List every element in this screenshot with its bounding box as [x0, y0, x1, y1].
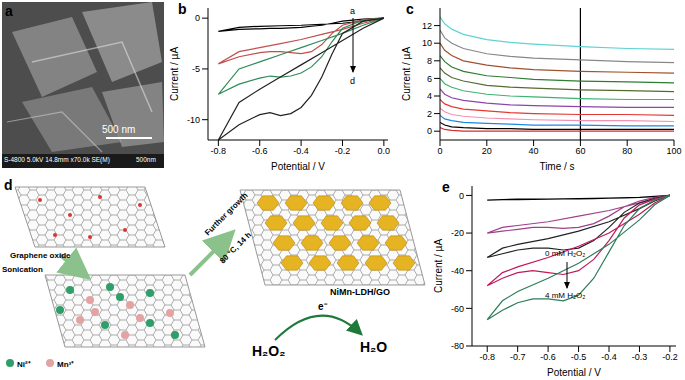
- svg-text:-20: -20: [451, 228, 464, 238]
- svg-text:Potential / V: Potential / V: [271, 161, 325, 172]
- svg-text:-60: -60: [451, 304, 464, 314]
- svg-text:Current / µA: Current / µA: [433, 239, 444, 293]
- svg-text:0: 0: [459, 191, 464, 201]
- html-text:e: e: [442, 179, 450, 195]
- svg-text:2: 2: [427, 109, 432, 119]
- svg-text:-0.4: -0.4: [601, 352, 617, 362]
- html-text:a: a: [350, 6, 355, 16]
- svg-text:-5: -5: [192, 64, 200, 74]
- svg-text:Current / µA: Current / µA: [401, 47, 412, 101]
- html-text:e⁻: e⁻: [318, 301, 327, 312]
- html-text:500 nm: 500 nm: [102, 124, 136, 135]
- html-text:S-4800 5.0kV 14.8mm x70.0k SE(: S-4800 5.0kV 14.8mm x70.0k SE(M): [4, 156, 110, 163]
- svg-text:0.0: 0.0: [378, 146, 391, 156]
- html-text:Sonication: Sonication: [2, 265, 43, 274]
- svg-text:6: 6: [427, 74, 432, 84]
- html-text:0 mM H₂O₂: 0 mM H₂O₂: [545, 249, 586, 258]
- svg-text:-0.3: -0.3: [632, 352, 648, 362]
- svg-text:0: 0: [437, 146, 442, 156]
- html-text:H₂O₂: H₂O₂: [252, 343, 286, 359]
- svg-text:-0.2: -0.2: [662, 352, 678, 362]
- html-text:NiMn-LDH/GO: NiMn-LDH/GO: [330, 287, 390, 297]
- svg-text:-0.8: -0.8: [479, 352, 495, 362]
- svg-text:40: 40: [529, 146, 539, 156]
- svg-text:-0.5: -0.5: [571, 352, 587, 362]
- svg-text:-0.6: -0.6: [252, 146, 268, 156]
- svg-text:8: 8: [427, 56, 432, 66]
- svg-text:Current / µA: Current / µA: [169, 47, 180, 101]
- html-text:c: c: [406, 1, 414, 17]
- svg-text:Time / s: Time / s: [539, 161, 574, 172]
- html-text:80 °C, 14 h: 80 °C, 14 h: [218, 230, 253, 266]
- svg-text:10: 10: [422, 38, 432, 48]
- svg-text:12: 12: [422, 21, 432, 31]
- svg-text:-80: -80: [451, 341, 464, 351]
- html-text:Further growth: Further growth: [203, 190, 250, 238]
- html-text:4 mM H₂O₂: 4 mM H₂O₂: [545, 291, 586, 300]
- html-text:d: d: [4, 177, 13, 193]
- svg-text:80: 80: [622, 146, 632, 156]
- svg-text:Potential / V: Potential / V: [547, 367, 601, 378]
- svg-text:-40: -40: [451, 266, 464, 276]
- html-text:Ni²⁺: Ni²⁺: [17, 360, 31, 369]
- svg-text:-0.6: -0.6: [540, 352, 556, 362]
- html-text:Mn³⁺: Mn³⁺: [57, 360, 75, 369]
- svg-text:4: 4: [427, 91, 432, 101]
- svg-text:100: 100: [666, 146, 681, 156]
- svg-text:-0.2: -0.2: [335, 146, 351, 156]
- svg-text:0: 0: [427, 126, 432, 136]
- svg-text:-0.4: -0.4: [293, 146, 309, 156]
- svg-text:20: 20: [482, 146, 492, 156]
- svg-text:0: 0: [195, 13, 200, 23]
- html-text:b: b: [178, 1, 187, 17]
- html-text:d: d: [350, 76, 355, 86]
- svg-text:-0.7: -0.7: [510, 352, 526, 362]
- html-text:500nm: 500nm: [136, 156, 156, 163]
- html-text:H₂O: H₂O: [360, 339, 388, 355]
- html-text:Graphene oxide: Graphene oxide: [10, 251, 71, 260]
- svg-text:-10: -10: [187, 115, 200, 125]
- svg-text:-0.8: -0.8: [211, 146, 227, 156]
- html-text:a: a: [5, 3, 13, 19]
- svg-text:60: 60: [575, 146, 585, 156]
